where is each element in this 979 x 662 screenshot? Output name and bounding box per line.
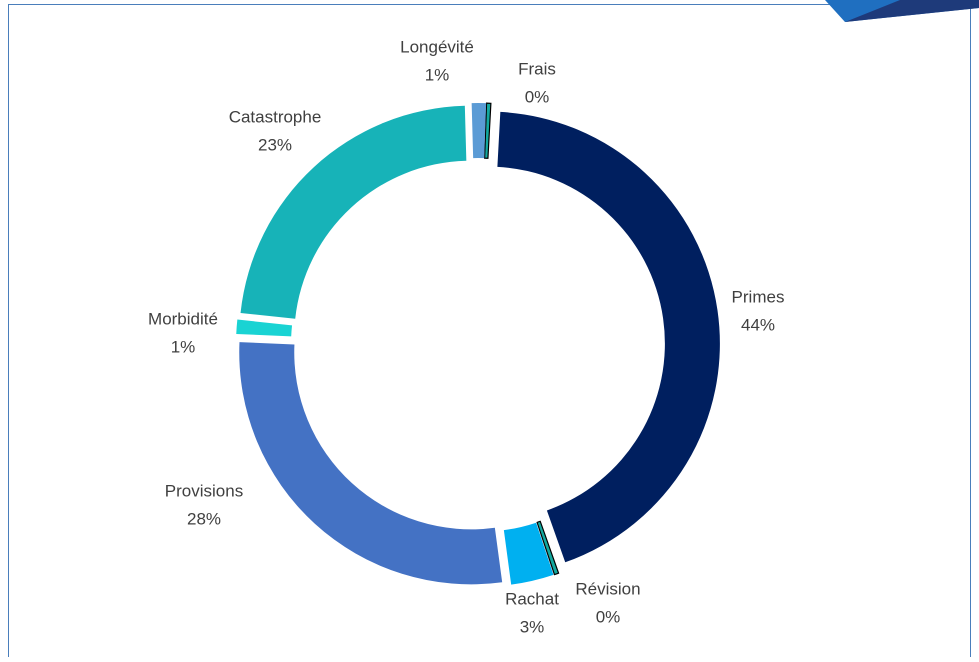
frame <box>8 4 971 662</box>
segment-label: Primes <box>732 287 785 306</box>
segment-value: 23% <box>258 135 292 154</box>
segment-value: 1% <box>171 337 196 356</box>
donut-segment <box>483 102 492 159</box>
corner-decoration-dark <box>845 0 979 22</box>
segment-value: 28% <box>187 509 221 528</box>
segment-value: 1% <box>425 65 450 84</box>
donut-segment <box>236 319 293 337</box>
segment-label: Longévité <box>400 37 474 56</box>
donut-segment <box>536 520 560 576</box>
segment-value: 44% <box>741 315 775 334</box>
segment-value: 0% <box>596 607 621 626</box>
segment-label: Morbidité <box>148 309 218 328</box>
segment-value: 3% <box>520 617 545 636</box>
donut-segment <box>471 103 487 159</box>
donut-segment <box>503 522 554 585</box>
segment-value: 0% <box>525 87 550 106</box>
segment-label: Provisions <box>165 481 243 500</box>
segment-label: Rachat <box>505 589 559 608</box>
segment-label: Catastrophe <box>229 107 322 126</box>
donut-segment <box>497 111 720 563</box>
donut-segment <box>239 342 503 585</box>
segment-label: Révision <box>575 579 640 598</box>
segment-label: Frais <box>518 59 556 78</box>
donut-segment <box>240 105 467 319</box>
